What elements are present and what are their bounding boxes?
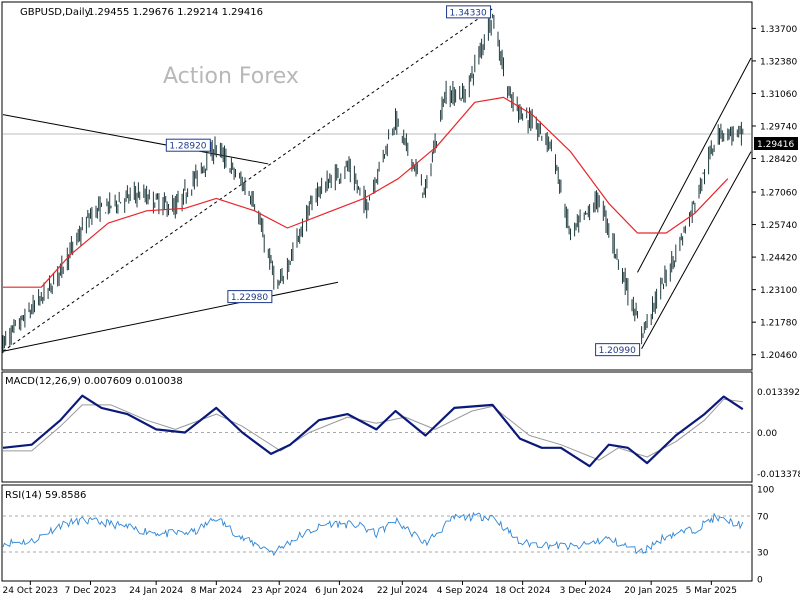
price-y-tick-label: 1.25740 (760, 221, 797, 231)
ohlc-label: 1.29455 1.29676 1.29214 1.29416 (88, 7, 263, 18)
x-tick-label: 5 Mar 2025 (686, 586, 737, 596)
trendline-channel-upper (637, 57, 752, 273)
moving-average-layer (3, 96, 729, 288)
watermark: Action Forex (163, 64, 299, 89)
rsi-layer (2, 511, 744, 557)
x-tick-label: 8 Mar 2024 (191, 586, 243, 596)
rsi-y-tick-label: 70 (757, 513, 769, 523)
rsi-line (2, 511, 744, 557)
price-annotation-box (227, 290, 273, 304)
price-y-tick-label: 1.21780 (760, 319, 797, 329)
macd-layer (2, 394, 744, 468)
macd-signal-line (3, 398, 743, 461)
macd-y-tick-label: -0.013378 (757, 470, 800, 480)
x-tick-label: 3 Dec 2024 (560, 586, 612, 596)
current-price-value: 1.29416 (757, 140, 794, 150)
price-y-tick-label: 1.33700 (760, 25, 797, 35)
price-annotation-label: 1.20990 (599, 346, 636, 356)
price-y-tick-label: 1.31060 (760, 90, 797, 100)
rsi-y-tick-label: 30 (757, 549, 769, 559)
price-y-tick-label: 1.23100 (760, 286, 797, 296)
macd-panel-frame (1, 371, 753, 483)
price-annotation-label: 1.28920 (169, 142, 206, 152)
moving-average-line (3, 96, 729, 288)
price-annotation-box (446, 5, 492, 19)
price-annotation-label: 1.34330 (450, 8, 487, 18)
rsi-y-tick-label: 100 (757, 486, 774, 496)
x-tick-label: 24 Oct 2023 (3, 586, 59, 596)
macd-main-line (2, 394, 744, 468)
x-tick-label: 24 Jan 2024 (129, 586, 183, 596)
candlestick-layer (2, 13, 744, 354)
x-tick-label: 4 Sep 2024 (437, 586, 489, 596)
x-axis-layer: 24 Oct 2023 7 Dec 2023 24 Jan 2024 8 Mar 20… (3, 581, 737, 596)
rsi-panel-frame (1, 484, 753, 582)
price-y-tick-label: 1.28420 (760, 155, 797, 165)
x-tick-label: 20 Jan 2025 (624, 586, 678, 596)
macd-y-tick-label: 0.00 (757, 429, 777, 439)
symbol-label: GBPUSD,Daily (20, 7, 91, 18)
macd-y-tick-label: 0.013392 (757, 388, 800, 398)
price-y-tick-label: 1.20460 (760, 351, 797, 361)
y-axis-layer: 1.33700 1.32380 1.31060 1.29740 1.28420 1.270… (752, 25, 800, 586)
price-annotation-box (595, 343, 641, 357)
price-panel-frame (1, 1, 753, 371)
price-annotation-label: 1.22980 (231, 293, 268, 303)
rsi-label: RSI(14) 59.8586 (5, 490, 86, 501)
current-price-tag (754, 137, 798, 150)
grid-layer (3, 133, 751, 553)
price-y-tick-label: 1.24420 (760, 254, 797, 264)
annotation-layer: 1.34330 1.28920 1.22980 1.20990 (165, 5, 641, 357)
trendline-lower-wedge (2, 281, 339, 352)
price-y-tick-label: 1.27060 (760, 189, 797, 199)
price-y-tick-label: 1.29740 (760, 122, 797, 132)
price-y-tick-label: 1.32380 (760, 57, 797, 67)
x-tick-label: 18 Oct 2024 (495, 586, 551, 596)
price-annotation-box (165, 138, 211, 152)
macd-label: MACD(12,26,9) 0.007609 0.010038 (5, 376, 183, 387)
x-tick-label: 22 Jul 2024 (377, 586, 428, 596)
trendline-channel-lower (641, 151, 752, 350)
x-tick-label: 7 Dec 2023 (65, 586, 117, 596)
x-tick-label: 6 Jun 2024 (315, 586, 364, 596)
x-tick-label: 23 Apr 2024 (251, 586, 307, 596)
rsi-y-tick-label: 0 (757, 576, 763, 586)
